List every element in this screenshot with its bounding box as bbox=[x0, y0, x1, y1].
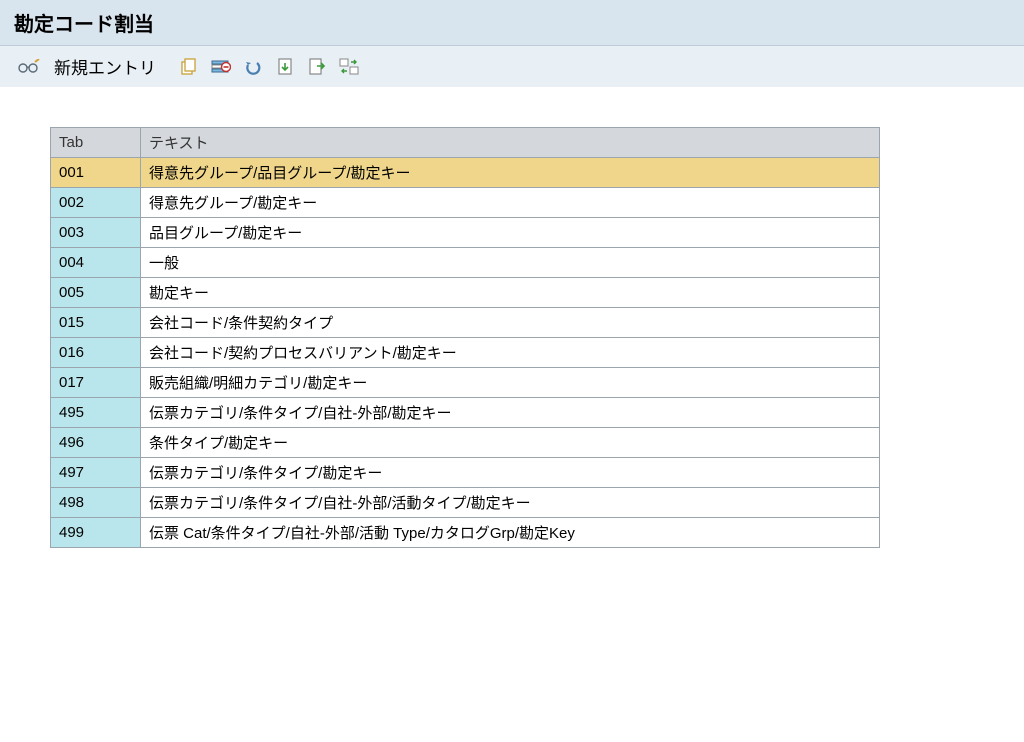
cell-text[interactable]: 伝票 Cat/条件タイプ/自社-外部/活動 Type/カタログGrp/勘定Key bbox=[141, 518, 880, 548]
cell-tab[interactable]: 003 bbox=[51, 218, 141, 248]
page-export-icon[interactable] bbox=[306, 57, 328, 77]
title-bar: 勘定コード割当 bbox=[0, 0, 1024, 46]
table-header-row: Tab テキスト bbox=[51, 128, 880, 158]
copy-icon[interactable] bbox=[178, 57, 200, 77]
table-row[interactable]: 017販売組織/明細カテゴリ/勘定キー bbox=[51, 368, 880, 398]
table-row[interactable]: 001得意先グループ/品目グループ/勘定キー bbox=[51, 158, 880, 188]
table-row[interactable]: 005勘定キー bbox=[51, 278, 880, 308]
toolbar: 新規エントリ bbox=[0, 46, 1024, 87]
table-row[interactable]: 015会社コード/条件契約タイプ bbox=[51, 308, 880, 338]
cell-tab[interactable]: 002 bbox=[51, 188, 141, 218]
cell-text[interactable]: 勘定キー bbox=[141, 278, 880, 308]
column-header-text[interactable]: テキスト bbox=[141, 128, 880, 158]
cell-tab[interactable]: 495 bbox=[51, 398, 141, 428]
cell-text[interactable]: 伝票カテゴリ/条件タイプ/勘定キー bbox=[141, 458, 880, 488]
table-row[interactable]: 002得意先グループ/勘定キー bbox=[51, 188, 880, 218]
cell-text[interactable]: 品目グループ/勘定キー bbox=[141, 218, 880, 248]
cell-tab[interactable]: 015 bbox=[51, 308, 141, 338]
cell-tab[interactable]: 004 bbox=[51, 248, 141, 278]
table-row[interactable]: 496条件タイプ/勘定キー bbox=[51, 428, 880, 458]
table-row[interactable]: 004一般 bbox=[51, 248, 880, 278]
column-header-tab[interactable]: Tab bbox=[51, 128, 141, 158]
swap-icon[interactable] bbox=[338, 57, 360, 77]
undo-icon[interactable] bbox=[242, 57, 264, 77]
cell-tab[interactable]: 005 bbox=[51, 278, 141, 308]
cell-text[interactable]: 伝票カテゴリ/条件タイプ/自社-外部/勘定キー bbox=[141, 398, 880, 428]
cell-text[interactable]: 得意先グループ/品目グループ/勘定キー bbox=[141, 158, 880, 188]
cell-text[interactable]: 一般 bbox=[141, 248, 880, 278]
cell-tab[interactable]: 497 bbox=[51, 458, 141, 488]
glasses-edit-icon[interactable] bbox=[18, 57, 40, 77]
new-entry-button[interactable]: 新規エントリ bbox=[54, 54, 156, 79]
cell-tab[interactable]: 016 bbox=[51, 338, 141, 368]
table-row[interactable]: 003品目グループ/勘定キー bbox=[51, 218, 880, 248]
cell-text[interactable]: 得意先グループ/勘定キー bbox=[141, 188, 880, 218]
page-title: 勘定コード割当 bbox=[14, 8, 1010, 37]
cell-text[interactable]: 条件タイプ/勘定キー bbox=[141, 428, 880, 458]
table-row[interactable]: 497伝票カテゴリ/条件タイプ/勘定キー bbox=[51, 458, 880, 488]
cell-text[interactable]: 会社コード/契約プロセスバリアント/勘定キー bbox=[141, 338, 880, 368]
table-row[interactable]: 016会社コード/契約プロセスバリアント/勘定キー bbox=[51, 338, 880, 368]
cell-text[interactable]: 伝票カテゴリ/条件タイプ/自社-外部/活動タイプ/勘定キー bbox=[141, 488, 880, 518]
cell-text[interactable]: 会社コード/条件契約タイプ bbox=[141, 308, 880, 338]
page-down-icon[interactable] bbox=[274, 57, 296, 77]
cell-tab[interactable]: 001 bbox=[51, 158, 141, 188]
delete-row-icon[interactable] bbox=[210, 57, 232, 77]
cell-tab[interactable]: 498 bbox=[51, 488, 141, 518]
table-row[interactable]: 498伝票カテゴリ/条件タイプ/自社-外部/活動タイプ/勘定キー bbox=[51, 488, 880, 518]
table-row[interactable]: 495伝票カテゴリ/条件タイプ/自社-外部/勘定キー bbox=[51, 398, 880, 428]
cell-tab[interactable]: 499 bbox=[51, 518, 141, 548]
account-assignment-table: Tab テキスト 001得意先グループ/品目グループ/勘定キー002得意先グルー… bbox=[50, 127, 880, 548]
cell-tab[interactable]: 496 bbox=[51, 428, 141, 458]
cell-tab[interactable]: 017 bbox=[51, 368, 141, 398]
table-row[interactable]: 499伝票 Cat/条件タイプ/自社-外部/活動 Type/カタログGrp/勘定… bbox=[51, 518, 880, 548]
content-area: Tab テキスト 001得意先グループ/品目グループ/勘定キー002得意先グルー… bbox=[0, 87, 1024, 588]
cell-text[interactable]: 販売組織/明細カテゴリ/勘定キー bbox=[141, 368, 880, 398]
